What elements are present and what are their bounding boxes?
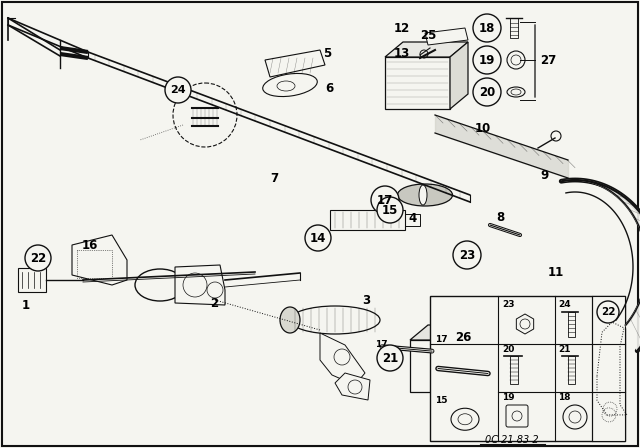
Text: 2: 2 [210,297,218,310]
Bar [330,210,405,230]
Circle shape [25,245,51,271]
Text: 22: 22 [601,307,615,317]
Text: 24: 24 [170,85,186,95]
Polygon shape [175,265,225,305]
Bar [568,312,575,337]
Ellipse shape [263,73,317,97]
Text: 12: 12 [394,22,410,34]
Text: 11: 11 [548,266,564,279]
Bar [385,57,450,109]
Circle shape [453,241,481,269]
Circle shape [305,225,331,251]
Text: 0C 21 83 2: 0C 21 83 2 [485,435,539,445]
Text: 15: 15 [382,203,398,216]
Polygon shape [425,28,468,45]
Text: 22: 22 [30,251,46,264]
Polygon shape [72,235,127,285]
Text: 4: 4 [408,211,416,224]
Polygon shape [450,42,468,109]
Text: 17: 17 [435,335,447,344]
Text: 8: 8 [496,211,504,224]
Text: 6: 6 [325,82,333,95]
Text: 21: 21 [382,352,398,365]
Bar [410,340,475,392]
Text: 19: 19 [479,53,495,66]
Polygon shape [320,333,365,385]
Text: 14: 14 [310,232,326,245]
Polygon shape [385,42,468,57]
Text: 23: 23 [502,300,515,309]
Ellipse shape [290,306,380,334]
Bar [77,250,112,278]
Text: 21: 21 [558,345,570,353]
Bar [592,296,625,441]
Text: 25: 25 [420,29,436,42]
Text: 1: 1 [22,298,30,311]
Text: 5: 5 [323,47,332,60]
Bar [405,214,420,226]
Circle shape [473,78,501,106]
Text: 20: 20 [479,86,495,99]
Bar [568,356,575,384]
Circle shape [473,14,501,42]
Bar [430,296,625,441]
Ellipse shape [280,307,300,333]
Circle shape [165,77,191,103]
Text: 27: 27 [540,53,556,66]
Text: 18: 18 [479,22,495,34]
Bar [18,268,46,292]
Circle shape [473,46,501,74]
Text: 17: 17 [377,194,393,207]
Ellipse shape [135,269,185,301]
Text: 7: 7 [270,172,278,185]
Text: 24: 24 [558,300,571,309]
Polygon shape [265,50,325,77]
Text: 17: 17 [375,340,388,349]
Text: 19: 19 [502,392,515,401]
Text: 26: 26 [455,331,472,344]
Polygon shape [410,325,493,340]
Polygon shape [475,325,493,392]
Bar [510,356,518,384]
Text: 20: 20 [502,345,515,353]
Circle shape [377,345,403,371]
Text: 13: 13 [394,47,410,60]
Text: 18: 18 [558,392,570,401]
Text: 16: 16 [82,238,99,251]
Text: 15: 15 [435,396,447,405]
Ellipse shape [397,184,452,206]
Polygon shape [561,180,640,351]
Circle shape [377,197,403,223]
Text: 9: 9 [540,168,548,181]
Circle shape [371,186,399,214]
Text: 10: 10 [475,121,492,134]
Ellipse shape [419,185,427,205]
Bar [510,18,518,38]
Circle shape [597,301,619,323]
Text: 3: 3 [362,293,370,306]
Text: 23: 23 [459,249,475,262]
Polygon shape [335,373,370,400]
